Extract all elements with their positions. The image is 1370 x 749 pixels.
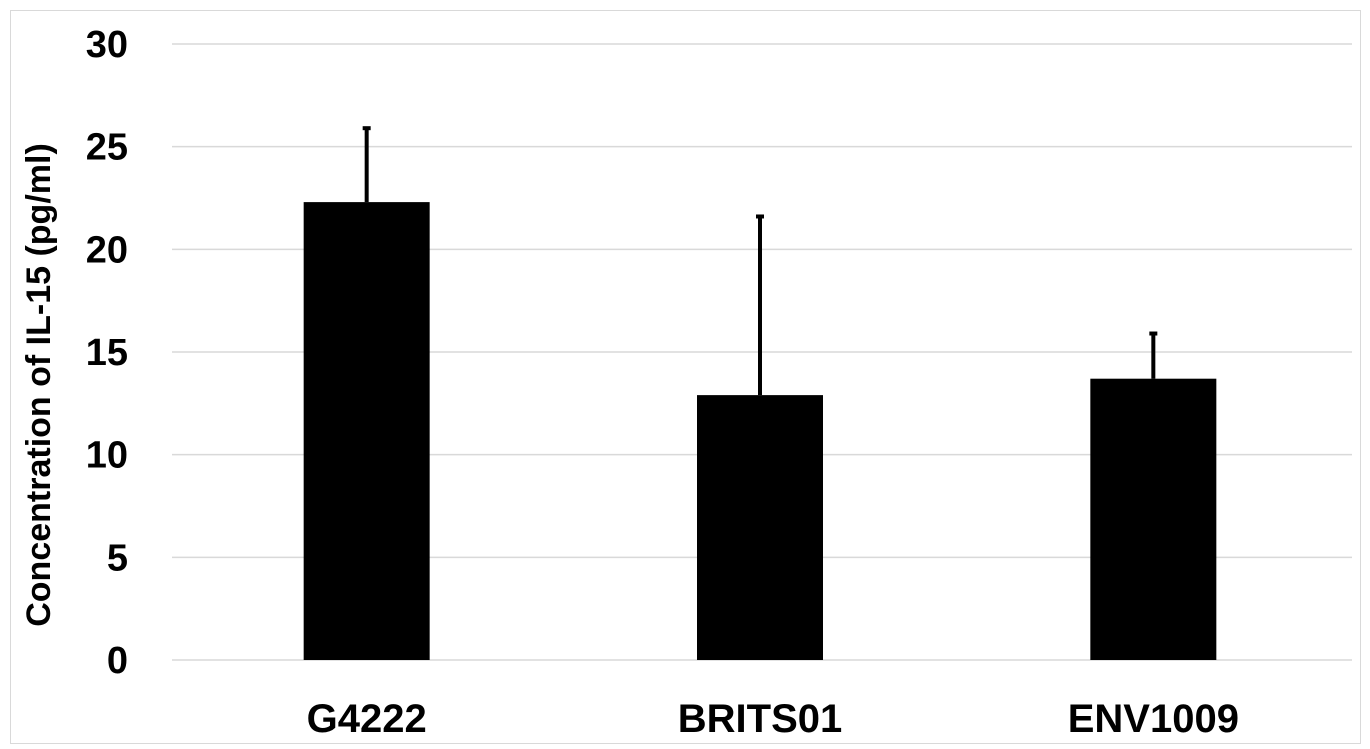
x-axis-categories: G4222 BRITS01 ENV1009: [307, 697, 1239, 741]
y-tick-label: 20: [86, 229, 128, 271]
error-bars: [362, 126, 1158, 396]
y-axis-ticks: 0 5 10 15 20 25 30: [86, 24, 128, 682]
y-tick-label: 25: [86, 127, 128, 169]
x-category-label: G4222: [307, 697, 427, 741]
bar: [697, 395, 823, 660]
y-tick-label: 30: [86, 24, 128, 66]
y-tick-label: 15: [86, 332, 128, 374]
y-axis-label: Concentration of IL-15 (pg/ml): [20, 143, 58, 627]
y-tick-label: 0: [107, 640, 128, 682]
bar: [1090, 378, 1217, 660]
chart-frame: [10, 10, 1361, 744]
x-category-label: ENV1009: [1068, 697, 1239, 741]
bar: [303, 202, 430, 660]
y-tick-label: 10: [86, 435, 128, 477]
bars: [303, 202, 1217, 660]
y-tick-label: 5: [107, 537, 128, 579]
x-category-label: BRITS01: [678, 697, 843, 741]
